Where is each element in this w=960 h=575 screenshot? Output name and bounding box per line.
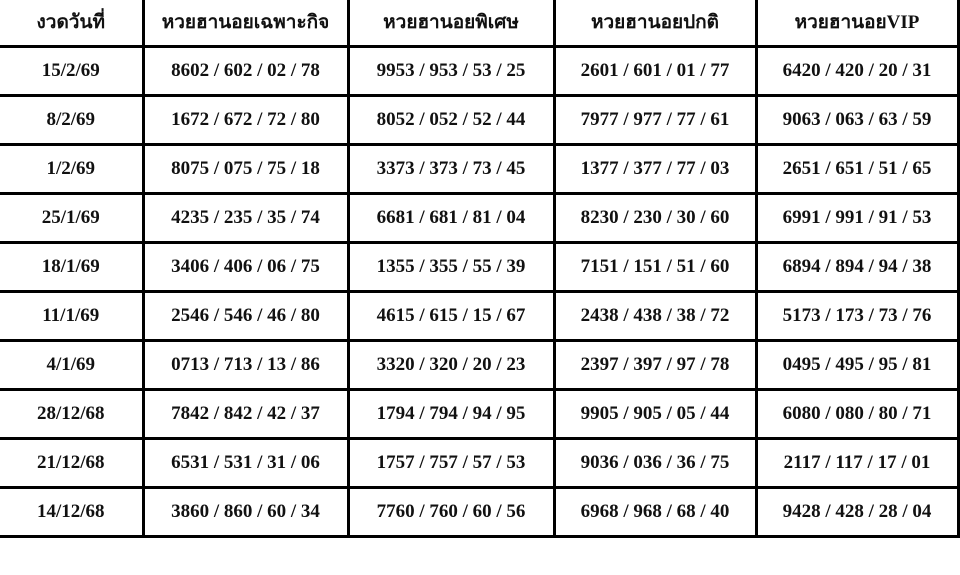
hanoi-special-cell: 1757 / 757 / 57 / 53 [346,437,556,489]
draw-date-cell: 25/1/69 [0,192,145,244]
hanoi-vip-cell: 9063 / 063 / 63 / 59 [754,94,960,146]
table-row: 14/12/68 3860 / 860 / 60 / 34 7760 / 760 /… [0,486,960,538]
hanoi-regular-cell: 6968 / 968 / 68 / 40 [552,486,758,538]
hanoi-vip-cell: 6080 / 080 / 80 / 71 [754,388,960,440]
hanoi-regular-cell: 9905 / 905 / 05 / 44 [552,388,758,440]
header-hanoi-special: หวยฮานอยพิเศษ [346,0,556,48]
hanoi-regular-cell: 7977 / 977 / 77 / 61 [552,94,758,146]
draw-date-cell: 15/2/69 [0,45,145,97]
hanoi-regular-cell: 9036 / 036 / 36 / 75 [552,437,758,489]
header-hanoi-regular: หวยฮานอยปกติ [552,0,758,48]
hanoi-special-cell: 3320 / 320 / 20 / 23 [346,339,556,391]
hanoi-regular-cell: 8230 / 230 / 30 / 60 [552,192,758,244]
hanoi-vip-cell: 2117 / 117 / 17 / 01 [754,437,960,489]
draw-date-cell: 4/1/69 [0,339,145,391]
draw-date-cell: 8/2/69 [0,94,145,146]
hanoi-special-purpose-cell: 6531 / 531 / 31 / 06 [141,437,350,489]
table-row: 18/1/69 3406 / 406 / 06 / 75 1355 / 355 / … [0,241,960,293]
hanoi-regular-cell: 1377 / 377 / 77 / 03 [552,143,758,195]
table-row: 8/2/69 1672 / 672 / 72 / 80 8052 / 052 / 5… [0,94,960,146]
hanoi-regular-cell: 2397 / 397 / 97 / 78 [552,339,758,391]
hanoi-vip-cell: 0495 / 495 / 95 / 81 [754,339,960,391]
hanoi-regular-cell: 7151 / 151 / 51 / 60 [552,241,758,293]
hanoi-vip-cell: 2651 / 651 / 51 / 65 [754,143,960,195]
draw-date-cell: 11/1/69 [0,290,145,342]
hanoi-special-cell: 1794 / 794 / 94 / 95 [346,388,556,440]
hanoi-vip-cell: 6894 / 894 / 94 / 38 [754,241,960,293]
table-row: 28/12/68 7842 / 842 / 42 / 37 1794 / 794 /… [0,388,960,440]
hanoi-special-cell: 4615 / 615 / 15 / 67 [346,290,556,342]
hanoi-special-purpose-cell: 7842 / 842 / 42 / 37 [141,388,350,440]
hanoi-special-cell: 3373 / 373 / 73 / 45 [346,143,556,195]
table-row: 15/2/69 8602 / 602 / 02 / 78 9953 / 953 / … [0,45,960,97]
draw-date-cell: 14/12/68 [0,486,145,538]
hanoi-special-purpose-cell: 3860 / 860 / 60 / 34 [141,486,350,538]
draw-date-cell: 28/12/68 [0,388,145,440]
hanoi-special-purpose-cell: 8075 / 075 / 75 / 18 [141,143,350,195]
hanoi-vip-cell: 5173 / 173 / 73 / 76 [754,290,960,342]
hanoi-special-cell: 1355 / 355 / 55 / 39 [346,241,556,293]
table-row: 1/2/69 8075 / 075 / 75 / 18 3373 / 373 / 7… [0,143,960,195]
hanoi-special-purpose-cell: 3406 / 406 / 06 / 75 [141,241,350,293]
draw-date-cell: 21/12/68 [0,437,145,489]
hanoi-special-purpose-cell: 4235 / 235 / 35 / 74 [141,192,350,244]
header-hanoi-special-purpose: หวยฮานอยเฉพาะกิจ [141,0,350,48]
draw-date-cell: 18/1/69 [0,241,145,293]
hanoi-vip-cell: 6420 / 420 / 20 / 31 [754,45,960,97]
draw-date-cell: 1/2/69 [0,143,145,195]
header-row: งวดวันที่ หวยฮานอยเฉพาะกิจ หวยฮานอยพิเศษ… [0,0,960,48]
table-row: 4/1/69 0713 / 713 / 13 / 86 3320 / 320 / 2… [0,339,960,391]
hanoi-special-purpose-cell: 1672 / 672 / 72 / 80 [141,94,350,146]
hanoi-special-purpose-cell: 2546 / 546 / 46 / 80 [141,290,350,342]
hanoi-special-cell: 8052 / 052 / 52 / 44 [346,94,556,146]
hanoi-special-cell: 9953 / 953 / 53 / 25 [346,45,556,97]
hanoi-regular-cell: 2438 / 438 / 38 / 72 [552,290,758,342]
hanoi-regular-cell: 2601 / 601 / 01 / 77 [552,45,758,97]
hanoi-special-cell: 6681 / 681 / 81 / 04 [346,192,556,244]
hanoi-vip-cell: 6991 / 991 / 91 / 53 [754,192,960,244]
header-hanoi-vip: หวยฮานอยVIP [754,0,960,48]
header-draw-date: งวดวันที่ [0,0,145,48]
hanoi-special-cell: 7760 / 760 / 60 / 56 [346,486,556,538]
table-row: 11/1/69 2546 / 546 / 46 / 80 4615 / 615 / … [0,290,960,342]
hanoi-vip-cell: 9428 / 428 / 28 / 04 [754,486,960,538]
hanoi-special-purpose-cell: 0713 / 713 / 13 / 86 [141,339,350,391]
lottery-results-table: งวดวันที่ หวยฮานอยเฉพาะกิจ หวยฮานอยพิเศษ… [0,0,960,538]
table-row: 21/12/68 6531 / 531 / 31 / 06 1757 / 757 /… [0,437,960,489]
hanoi-special-purpose-cell: 8602 / 602 / 02 / 78 [141,45,350,97]
table-row: 25/1/69 4235 / 235 / 35 / 74 6681 / 681 / … [0,192,960,244]
